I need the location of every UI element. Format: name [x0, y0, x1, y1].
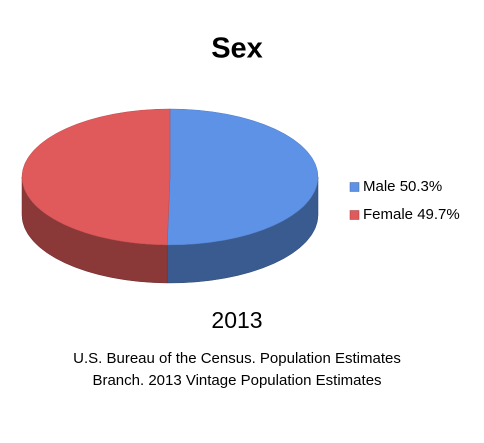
chart-subtitle: 2013	[211, 307, 262, 333]
legend-label: Male 50.3%	[363, 178, 442, 195]
source-note: U.S. Bureau of the Census. Population Es…	[73, 350, 401, 367]
chart-title: Sex	[211, 33, 263, 65]
legend-label: Female 49.7%	[363, 206, 460, 223]
slice	[21, 108, 171, 246]
legend-category: Female	[363, 206, 413, 223]
legend-category: Male	[363, 178, 396, 195]
legend-swatch	[349, 182, 360, 192]
legend-value: 50.3%	[400, 178, 443, 195]
legend-swatch	[349, 210, 360, 220]
legend-value: 49.7%	[417, 206, 460, 223]
slice	[166, 108, 319, 246]
source-note: Branch. 2013 Vintage Population Estimate…	[92, 372, 381, 389]
